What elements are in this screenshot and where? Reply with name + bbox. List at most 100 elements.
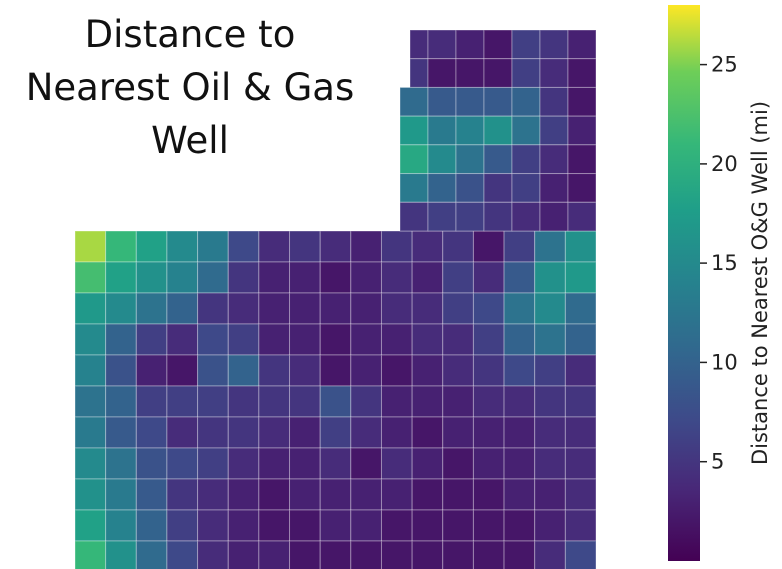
heatmap-cell	[567, 115, 597, 146]
heatmap-cell	[319, 385, 352, 418]
heatmap-cell	[567, 144, 597, 175]
heatmap-cell	[289, 540, 321, 569]
colorbar-ticks: 5 10 15 20 25	[700, 53, 738, 474]
heatmap-cell	[350, 323, 382, 356]
heatmap-cell	[442, 323, 474, 356]
heatmap-cell	[511, 58, 541, 88]
heatmap-cell	[442, 447, 474, 480]
heatmap-cell	[258, 323, 291, 356]
heatmap-cell	[319, 323, 352, 356]
heatmap-cell	[564, 478, 597, 511]
heatmap-cell	[258, 230, 291, 263]
heatmap-cell	[564, 509, 597, 542]
heatmap-cell	[197, 416, 229, 449]
heatmap-cell	[166, 509, 199, 542]
heatmap-cell	[411, 323, 444, 356]
heatmap-cell	[564, 261, 597, 294]
heatmap-cell	[227, 509, 260, 542]
heatmap-cell	[427, 115, 457, 146]
heatmap-cell	[289, 261, 321, 294]
heatmap-cell	[135, 447, 168, 480]
heatmap-cell	[166, 478, 199, 511]
heatmap-cell	[197, 261, 229, 294]
heatmap-cell	[534, 261, 566, 294]
heatmap-cell	[539, 144, 569, 175]
heatmap-cell	[503, 323, 536, 356]
heatmap-cell	[74, 447, 107, 480]
heatmap-cell	[455, 115, 485, 146]
heatmap-cell	[227, 385, 260, 418]
heatmap-cell	[350, 385, 382, 418]
heatmap-cell	[503, 478, 536, 511]
heatmap-cell	[411, 447, 444, 480]
heatmap-cell	[539, 173, 569, 203]
heatmap-cell	[567, 58, 597, 88]
heatmap-cell	[483, 115, 513, 146]
heatmap-cell	[258, 354, 291, 387]
heatmap-cell	[105, 323, 137, 356]
heatmap-cells	[74, 29, 597, 569]
heatmap-cell	[105, 292, 137, 325]
heatmap-cell	[442, 354, 474, 387]
heatmap-cell	[166, 354, 199, 387]
heatmap-cell	[399, 115, 429, 146]
heatmap-cell	[166, 261, 199, 294]
heatmap-cell	[197, 540, 229, 569]
heatmap-cell	[319, 230, 352, 263]
heatmap-cell	[319, 540, 352, 569]
heatmap-cell	[427, 144, 457, 175]
heatmap-cell	[197, 354, 229, 387]
colorbar-tick-label: 5	[711, 450, 724, 474]
heatmap-cell	[197, 323, 229, 356]
heatmap-cell	[472, 385, 505, 418]
heatmap-cell	[483, 144, 513, 175]
heatmap-cell	[564, 230, 597, 263]
heatmap-cell	[534, 354, 566, 387]
heatmap-cell	[227, 447, 260, 480]
heatmap-cell	[455, 58, 485, 88]
heatmap-cell	[455, 144, 485, 175]
heatmap-cell	[511, 144, 541, 175]
title-line-2: Nearest Oil & Gas	[25, 66, 355, 109]
colorbar-gradient	[668, 5, 700, 561]
heatmap-cell	[534, 509, 566, 542]
heatmap-cell	[483, 29, 513, 60]
heatmap-cell	[427, 58, 457, 88]
heatmap-cell	[442, 385, 474, 418]
heatmap-cell	[258, 509, 291, 542]
heatmap-cell	[564, 447, 597, 480]
heatmap-cell	[503, 261, 536, 294]
heatmap-cell	[105, 416, 137, 449]
heatmap-cell	[380, 447, 413, 480]
heatmap-cell	[564, 354, 597, 387]
heatmap-cell	[534, 385, 566, 418]
heatmap-cell	[319, 478, 352, 511]
heatmap-cell	[534, 292, 566, 325]
heatmap-cell	[319, 261, 352, 294]
title-line-1: Distance to	[84, 13, 296, 56]
heatmap-cell	[380, 416, 413, 449]
heatmap-cell	[399, 201, 429, 232]
heatmap-cell	[289, 385, 321, 418]
heatmap-cell	[442, 261, 474, 294]
heatmap-cell	[289, 509, 321, 542]
heatmap-cell	[455, 201, 485, 232]
heatmap-cell	[442, 540, 474, 569]
heatmap-cell	[258, 385, 291, 418]
heatmap-cell	[503, 385, 536, 418]
colorbar-tick-label: 25	[711, 53, 738, 77]
heatmap-cell	[350, 416, 382, 449]
heatmap-cell	[534, 478, 566, 511]
heatmap-cell	[380, 230, 413, 263]
heatmap-cell	[534, 540, 566, 569]
heatmap-cell	[442, 292, 474, 325]
colorbar-label: Distance to Nearest O&G Well (mi)	[748, 101, 772, 465]
title-line-3: Well	[151, 119, 229, 162]
heatmap-cell	[74, 261, 107, 294]
heatmap-cell	[564, 540, 597, 569]
heatmap-cell	[166, 540, 199, 569]
heatmap-cell	[166, 416, 199, 449]
heatmap-cell	[442, 416, 474, 449]
